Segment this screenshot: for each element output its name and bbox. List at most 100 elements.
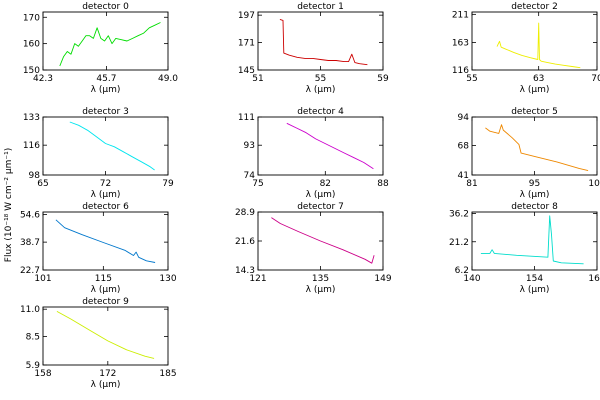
x-tick-label: 82 <box>320 179 331 189</box>
y-tick-label: 5.9 <box>26 361 41 371</box>
panel-1: detector 1 51 55 59 145 171 197 λ (μm) <box>238 2 389 95</box>
x-axis-label: λ (μm) <box>520 190 550 200</box>
x-tick-label: 154 <box>526 274 543 284</box>
panel-title: detector 3 <box>82 107 129 117</box>
y-tick-label: 145 <box>238 66 255 76</box>
series-line <box>496 22 581 69</box>
x-tick-label: 168 <box>588 274 600 284</box>
panel-9: detector 9 158 172 185 5.9 8.5 11.0 λ (μm) <box>20 297 177 390</box>
y-tick-label: 211 <box>452 10 469 20</box>
y-tick-label: 133 <box>23 113 40 123</box>
x-axis-label: λ (μm) <box>520 85 550 95</box>
x-tick-label: 140 <box>463 274 480 284</box>
series-line <box>480 215 584 265</box>
figure-y-axis-label: Flux (10⁻¹⁸ W cm⁻² μm⁻¹) <box>4 148 14 262</box>
panel-title: detector 0 <box>82 2 129 12</box>
x-axis-label: λ (μm) <box>520 285 550 295</box>
plot-frame <box>471 116 598 176</box>
y-tick-label: 197 <box>238 11 255 21</box>
series-line <box>56 311 155 359</box>
panel-title: detector 7 <box>297 202 344 212</box>
panel-title: detector 6 <box>82 202 129 212</box>
panel-title: detector 9 <box>82 297 129 307</box>
x-tick-label: 101 <box>34 274 51 284</box>
y-tick-label: 11.0 <box>20 305 40 315</box>
x-tick-label: 121 <box>249 274 266 284</box>
x-tick-label: 81 <box>466 179 477 189</box>
y-tick-label: 6.2 <box>455 266 469 276</box>
x-tick-label: 45.7 <box>96 74 116 84</box>
y-tick-label: 171 <box>238 39 255 49</box>
x-axis-label: λ (μm) <box>306 190 336 200</box>
panel-title: detector 4 <box>297 107 344 117</box>
plot-frame <box>42 306 169 366</box>
x-tick-label: 130 <box>159 274 176 284</box>
x-axis-label: λ (μm) <box>91 285 121 295</box>
y-tick-label: 150 <box>23 66 40 76</box>
panel-4: detector 4 75 82 88 74 93 111 λ (μm) <box>238 107 389 200</box>
x-tick-label: 109 <box>588 179 600 189</box>
x-tick-label: 149 <box>374 274 391 284</box>
x-tick-label: 70 <box>591 74 600 84</box>
x-axis-label: λ (μm) <box>91 85 121 95</box>
x-tick-label: 72 <box>100 179 111 189</box>
x-tick-label: 51 <box>252 74 263 84</box>
x-axis-label: λ (μm) <box>91 190 121 200</box>
plot-frame <box>471 11 598 71</box>
y-tick-label: 74 <box>244 171 256 181</box>
y-tick-label: 111 <box>238 113 255 123</box>
x-tick-label: 49.0 <box>158 74 178 84</box>
y-tick-label: 8.5 <box>26 333 40 343</box>
series-line <box>286 122 374 170</box>
y-tick-label: 41 <box>458 171 469 181</box>
x-axis-label: λ (μm) <box>306 285 336 295</box>
x-tick-label: 185 <box>159 369 176 379</box>
y-tick-label: 116 <box>23 141 40 151</box>
x-tick-label: 59 <box>377 74 389 84</box>
y-tick-label: 163 <box>452 38 469 48</box>
x-tick-label: 79 <box>162 179 174 189</box>
x-tick-label: 88 <box>377 179 389 189</box>
y-tick-label: 93 <box>244 141 255 151</box>
x-tick-label: 135 <box>312 274 329 284</box>
panel-8: detector 8 140 154 168 6.2 21.2 36.2 λ (μm) <box>449 202 600 295</box>
plot-frame <box>42 11 169 71</box>
x-tick-label: 115 <box>95 274 112 284</box>
y-tick-label: 68 <box>458 141 470 151</box>
y-tick-label: 21.6 <box>235 237 255 247</box>
plot-frame <box>257 11 384 71</box>
y-tick-label: 28.9 <box>235 208 255 218</box>
panel-0: detector 0 42.3 45.7 49.0 150 160 170 λ (μm) <box>23 2 178 95</box>
series-line <box>485 124 589 172</box>
panel-title: detector 8 <box>511 202 558 212</box>
series-line <box>59 22 161 67</box>
x-tick-label: 42.3 <box>33 74 53 84</box>
panel-7: detector 7 121 135 149 14.3 21.6 28.9 λ (μm) <box>235 202 392 295</box>
x-tick-label: 172 <box>99 369 116 379</box>
panel-6: detector 6 101 115 130 22.7 38.7 54.6 λ (μm) <box>20 202 177 295</box>
panel-title: detector 1 <box>297 2 344 12</box>
series-line <box>279 18 368 66</box>
y-tick-label: 38.7 <box>20 238 40 248</box>
x-tick-label: 95 <box>529 179 540 189</box>
series-line <box>69 121 155 171</box>
y-tick-label: 21.2 <box>449 238 469 248</box>
x-tick-label: 75 <box>252 179 263 189</box>
y-tick-label: 98 <box>29 171 41 181</box>
x-tick-label: 158 <box>34 369 51 379</box>
panel-2: detector 2 55 63 70 116 163 211 λ (μm) <box>452 2 600 95</box>
series-line <box>271 217 375 264</box>
x-tick-label: 63 <box>533 74 544 84</box>
plot-frame <box>257 116 384 176</box>
panel-5: detector 5 81 95 109 41 68 94 λ (μm) <box>458 107 600 200</box>
y-tick-label: 160 <box>23 40 40 50</box>
panel-title: detector 2 <box>511 2 558 12</box>
y-tick-label: 22.7 <box>20 266 40 276</box>
series-line <box>55 219 156 263</box>
plot-frame <box>42 211 169 271</box>
x-axis-label: λ (μm) <box>91 380 121 390</box>
x-tick-label: 55 <box>315 74 326 84</box>
panel-3: detector 3 65 72 79 98 116 133 λ (μm) <box>23 107 174 200</box>
x-axis-label: λ (μm) <box>306 85 336 95</box>
